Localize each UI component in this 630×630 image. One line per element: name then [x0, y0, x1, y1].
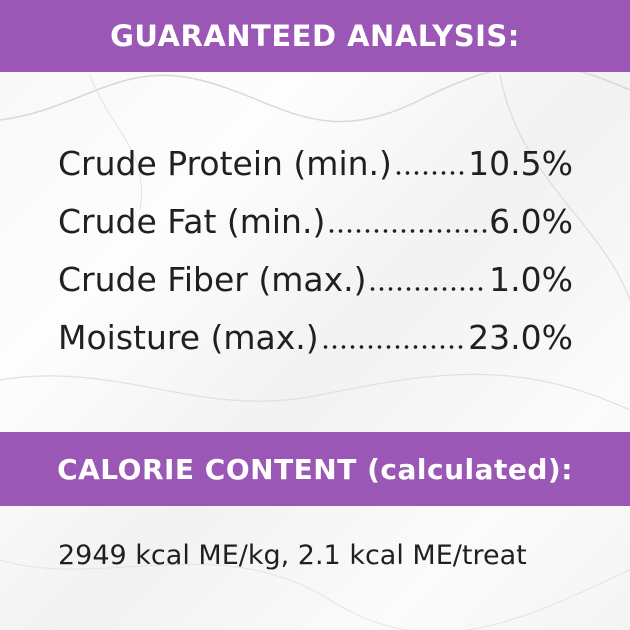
dot-leader: [327, 229, 488, 233]
analysis-row: Crude Fat (min.) 6.0%: [58, 202, 573, 260]
calorie-title: CALORIE CONTENT (calculated):: [0, 432, 630, 506]
dot-leader: [320, 345, 467, 349]
header-title: GUARANTEED ANALYSIS:: [0, 0, 630, 72]
nutrient-label: Crude Fiber (max.): [58, 260, 367, 299]
nutrient-value: 10.5%: [468, 144, 573, 183]
analysis-list: Crude Protein (min.) 10.5% Crude Fat (min.…: [58, 144, 573, 376]
nutrient-value: 23.0%: [468, 318, 573, 357]
nutrient-label: Moisture (max.): [58, 318, 319, 357]
nutrient-value: 6.0%: [489, 202, 573, 241]
analysis-row: Crude Protein (min.) 10.5%: [58, 144, 573, 202]
calorie-text: 2949 kcal ME/kg, 2.1 kcal ME/treat: [58, 540, 527, 571]
nutrient-value: 1.0%: [489, 260, 573, 299]
nutrient-label: Crude Fat (min.): [58, 202, 326, 241]
dot-leader: [393, 171, 467, 175]
analysis-row: Crude Fiber (max.) 1.0%: [58, 260, 573, 318]
dot-leader: [368, 287, 488, 291]
nutrient-label: Crude Protein (min.): [58, 144, 392, 183]
analysis-row: Moisture (max.) 23.0%: [58, 318, 573, 376]
